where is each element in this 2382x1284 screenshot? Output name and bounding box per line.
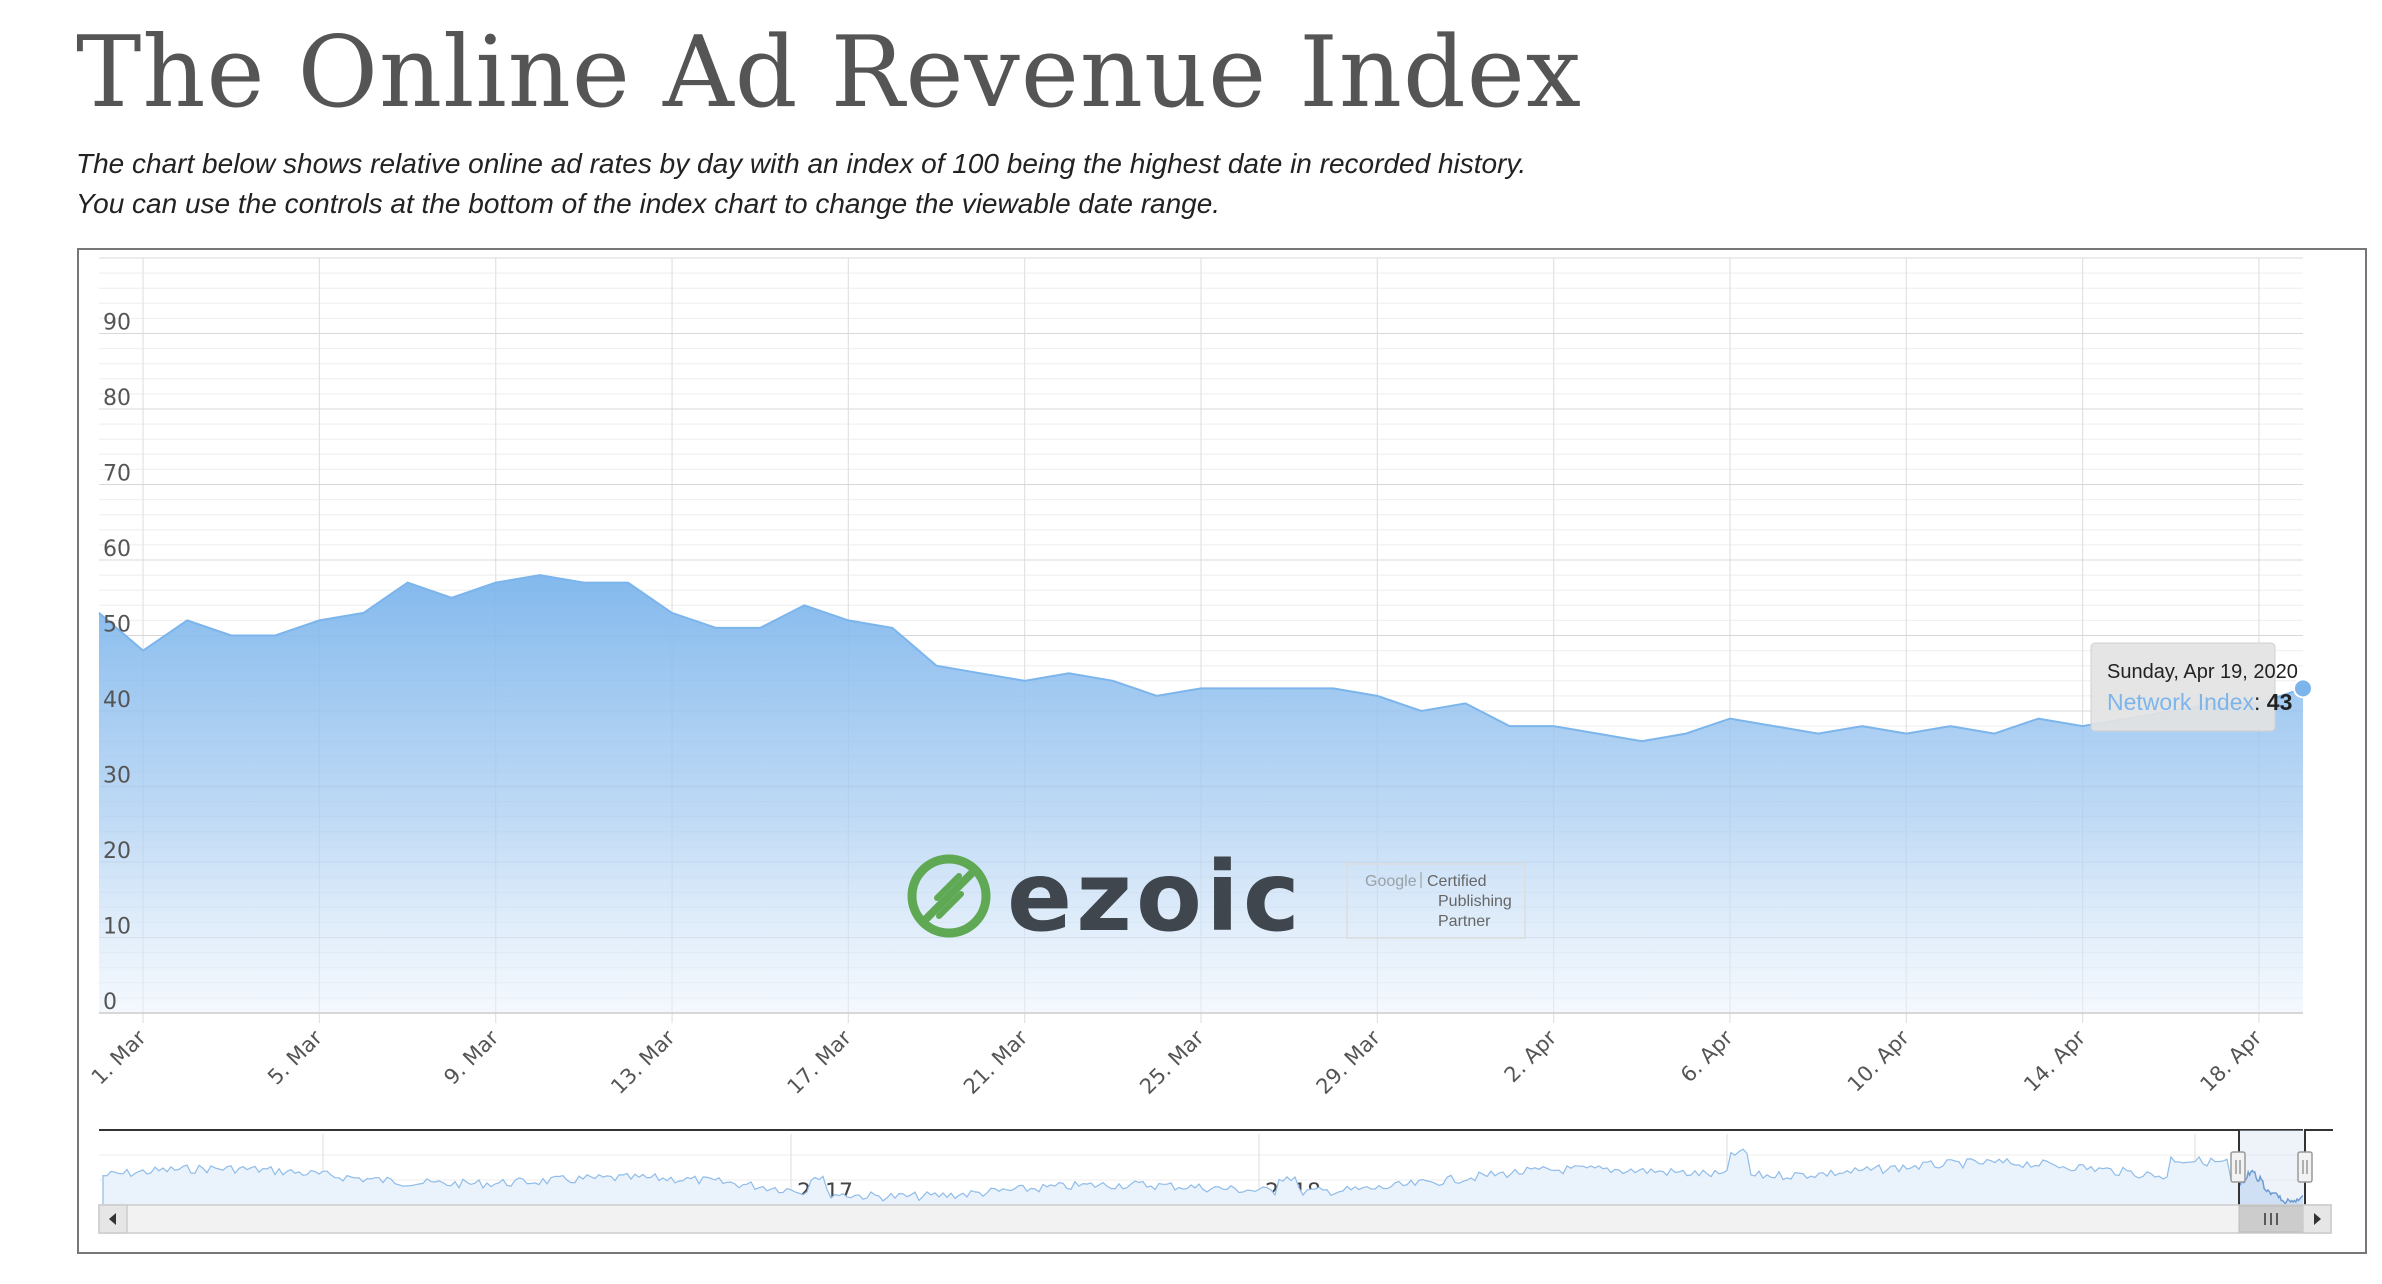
ezoic-logo-icon (907, 854, 991, 938)
tooltip: Sunday, Apr 19, 2020 Network Index: 43 (2090, 642, 2298, 732)
badge-line-3: Partner (1438, 913, 1491, 930)
chart-description-line-2: You can use the controls at the bottom o… (76, 188, 1221, 219)
tooltip-value: 43 (2267, 689, 2293, 715)
y-tick-label: 30 (103, 764, 131, 789)
tooltip-colon: : (2254, 689, 2267, 715)
y-tick-label: 70 (103, 462, 131, 487)
tooltip-date: Sunday, Apr 19, 2020 (2107, 661, 2298, 683)
x-tick-label: 29. Mar (1312, 1025, 1386, 1099)
navigator-outline-right (2304, 1129, 2333, 1222)
y-tick-label: 0 (103, 990, 117, 1015)
navigator-right-handle[interactable] (2297, 1151, 2313, 1183)
scrollbar-track[interactable] (98, 1204, 2332, 1234)
x-axis-labels: 1. Mar 5. Mar 9. Mar 13. Mar 17. Mar 21. Mar 2… (87, 1025, 2267, 1099)
page-title: The Online Ad Revenue Index (76, 16, 1583, 130)
x-tick-label: 2. Apr (1500, 1025, 1562, 1087)
y-tick-label: 40 (103, 688, 131, 713)
x-tick-label: 9. Mar (439, 1025, 503, 1089)
navigator-left-handle[interactable] (2230, 1151, 2246, 1183)
x-tick-label: 5. Mar (263, 1025, 327, 1089)
x-tick-label: 14. Apr (2019, 1025, 2090, 1096)
scrollbar-right-button[interactable] (2302, 1204, 2332, 1234)
x-tick-label: 6. Apr (1676, 1025, 1738, 1087)
ezoic-watermark: ezoic Google Certified Publishing Partne… (907, 841, 1526, 953)
badge-google-text: Google (1365, 873, 1417, 890)
certified-badge (1346, 863, 1526, 939)
series-area-network-index (99, 575, 2303, 1013)
scroll-right-arrow-icon (2314, 1213, 2321, 1225)
chart-svg: 0 10 20 30 40 50 60 70 80 90 1. Mar 5. Mar 9. Mar 13… (87, 257, 2333, 1234)
scrollbar-left-button[interactable] (98, 1204, 128, 1234)
y-tick-label: 60 (103, 537, 131, 562)
navigator-outline-left (99, 1129, 2240, 1222)
navigator-history-series (102, 1148, 2240, 1222)
hover-point-marker (2293, 678, 2313, 699)
x-tick-label: 17. Mar (783, 1025, 857, 1099)
tooltip-box (2090, 642, 2276, 732)
badge-line-1: Certified (1427, 873, 1487, 890)
x-tick-label: 13. Mar (606, 1025, 680, 1099)
badge-line-2: Publishing (1438, 893, 1512, 910)
ezoic-logo-text: ezoic (1007, 841, 1304, 953)
tooltip-series-line: Network Index: 43 (2107, 689, 2292, 715)
series-line-network-index (98, 574, 2304, 743)
x-tick-label: 1. Mar (87, 1025, 151, 1089)
scrollbar-thumb[interactable] (2238, 1205, 2304, 1233)
x-tick-label: 10. Apr (1843, 1025, 1914, 1096)
y-axis-labels: 0 10 20 30 40 50 60 70 80 90 (103, 311, 131, 1016)
x-tick-label: 18. Apr (2195, 1025, 2266, 1096)
y-tick-label: 90 (103, 311, 131, 336)
scroll-left-arrow-icon (109, 1213, 116, 1225)
y-tick-label: 10 (103, 915, 131, 940)
chart-container: 0 10 20 30 40 50 60 70 80 90 1. Mar 5. Mar 9. Mar 13… (77, 248, 2367, 1254)
y-tick-label: 80 (103, 386, 131, 411)
y-tick-label: 20 (103, 839, 131, 864)
chart-description-line-1: The chart below shows relative online ad… (76, 148, 1527, 179)
scrollbar[interactable] (98, 1204, 2332, 1234)
x-tick-label: 25. Mar (1135, 1025, 1209, 1099)
x-tick-label: 21. Mar (959, 1025, 1033, 1099)
y-tick-label: 50 (103, 613, 131, 638)
tooltip-series-name: Network Index (2107, 689, 2255, 715)
